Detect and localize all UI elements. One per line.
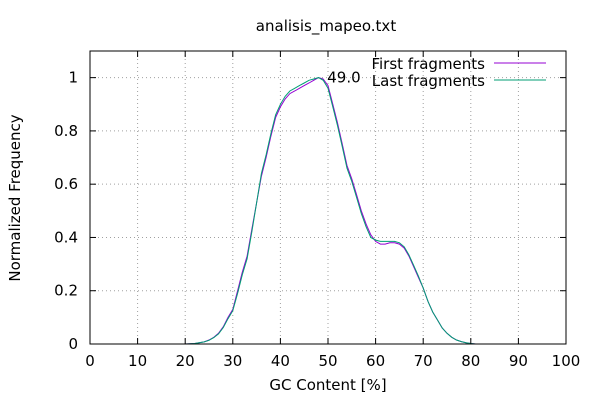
x-tick-label: 90 <box>509 352 528 370</box>
x-tick-label: 80 <box>461 352 480 370</box>
x-tick-label: 60 <box>366 352 385 370</box>
series-line-0 <box>185 77 476 345</box>
grid <box>90 51 566 344</box>
y-tick-label: 0.2 <box>54 282 78 300</box>
y-tick-label: 0.4 <box>54 228 78 246</box>
legend-label-first-fragments: First fragments <box>371 55 485 73</box>
y-axis-title: Normalized Frequency <box>6 114 24 281</box>
x-tick-label: 100 <box>552 352 581 370</box>
y-tick-label: 0 <box>68 335 78 353</box>
y-tick-label: 1 <box>68 69 78 87</box>
x-tick-label: 0 <box>85 352 95 370</box>
x-tick-label: 30 <box>223 352 242 370</box>
y-tick-label: 0.8 <box>54 122 78 140</box>
series-line-1 <box>185 77 476 345</box>
legend: First fragments Last fragments <box>371 55 546 90</box>
x-tick-label: 40 <box>271 352 290 370</box>
x-tick-label: 10 <box>128 352 147 370</box>
y-tick-label: 0.6 <box>54 175 78 193</box>
legend-label-last-fragments: Last fragments <box>372 72 485 90</box>
peak-annotation: 49.0 <box>327 69 360 87</box>
axis-ticks: 0 10 20 30 40 50 60 70 80 90 100 0 0.2 0.4 0.6 0.8 1 <box>54 51 580 370</box>
plot-lines <box>185 77 476 345</box>
plot-frame <box>89 50 567 345</box>
chart-title: analisis_mapeo.txt <box>256 17 397 36</box>
x-tick-label: 70 <box>414 352 433 370</box>
x-tick-label: 20 <box>176 352 195 370</box>
x-tick-label: 50 <box>318 352 337 370</box>
x-axis-title: GC Content [%] <box>269 376 386 394</box>
